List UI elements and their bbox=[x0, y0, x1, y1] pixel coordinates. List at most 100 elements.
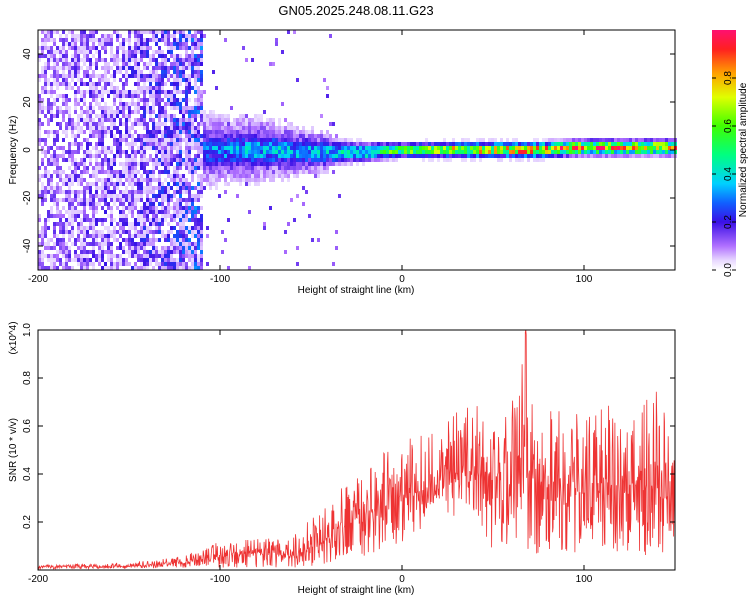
spectrogram-cell bbox=[272, 146, 275, 150]
spectrogram-cell bbox=[299, 142, 302, 146]
spectrogram-cell bbox=[77, 62, 80, 66]
spectrogram-cell bbox=[98, 94, 101, 98]
spectrogram-cell bbox=[128, 206, 131, 210]
spectrogram-cell bbox=[41, 238, 44, 242]
spectrogram-cell bbox=[380, 146, 383, 150]
spectrogram-cell bbox=[125, 50, 128, 54]
spectrogram-cell bbox=[110, 254, 113, 258]
spectrogram-cell bbox=[113, 122, 116, 126]
spectrogram-cell bbox=[137, 250, 140, 254]
spectrogram-cell bbox=[377, 158, 380, 162]
spectrogram-cell bbox=[386, 142, 389, 146]
spectrogram-cell bbox=[68, 106, 71, 110]
spectrogram-cell bbox=[95, 174, 98, 178]
spectrogram-cell bbox=[38, 54, 41, 58]
spectrogram-cell bbox=[152, 66, 155, 70]
spectrogram-cell bbox=[191, 42, 194, 46]
spectrogram-cell bbox=[254, 142, 257, 146]
spectrogram-cell bbox=[116, 62, 119, 66]
spectrogram-cell bbox=[152, 30, 155, 34]
spectrogram-cell bbox=[611, 150, 614, 154]
spectrogram-cell bbox=[143, 226, 146, 230]
spectrogram-cell bbox=[83, 90, 86, 94]
spectrogram-cell bbox=[98, 202, 101, 206]
spectrogram-cell bbox=[131, 30, 134, 34]
spectrogram-cell bbox=[101, 90, 104, 94]
y-tick-label: 1.0 bbox=[22, 323, 33, 337]
spectrogram-cell bbox=[179, 58, 182, 62]
spectrogram-cell bbox=[158, 202, 161, 206]
spectrogram-cell bbox=[95, 222, 98, 226]
spectrogram-cell bbox=[59, 66, 62, 70]
spectrogram-cell bbox=[53, 82, 56, 86]
spectrogram-cell bbox=[143, 134, 146, 138]
spectrogram-cell bbox=[155, 254, 158, 258]
spectrogram-cell bbox=[272, 134, 275, 138]
spectrogram-cell bbox=[134, 94, 137, 98]
spectrogram-cell bbox=[98, 130, 101, 134]
snr-panel: -200 -100 0 100 0.20.40.60.81.0 Height of s… bbox=[8, 321, 676, 596]
spectrogram-cell bbox=[59, 154, 62, 158]
spectrogram-cell bbox=[215, 118, 218, 122]
spectrogram-cell bbox=[155, 142, 158, 146]
spectrogram-cell bbox=[203, 158, 206, 162]
spectrogram-cell bbox=[290, 158, 293, 162]
spectrogram-cell bbox=[107, 106, 110, 110]
spectrogram-cell bbox=[143, 146, 146, 150]
spectrogram-cell bbox=[134, 150, 137, 154]
spectrogram-cell bbox=[83, 130, 86, 134]
spectrogram-cell bbox=[92, 70, 95, 74]
spectrogram-cell bbox=[59, 126, 62, 130]
spectrogram-cell bbox=[434, 142, 437, 146]
spectrogram-cell bbox=[194, 194, 197, 198]
spectrogram-cell bbox=[584, 142, 587, 146]
spectrogram-cell bbox=[101, 242, 104, 246]
spectrogram-cell bbox=[125, 74, 128, 78]
spectrogram-cell bbox=[56, 238, 59, 242]
spectrogram-cell bbox=[254, 178, 257, 182]
spectrogram-cell bbox=[62, 230, 65, 234]
spectrogram-cell bbox=[269, 178, 272, 182]
spectrogram-cell bbox=[293, 154, 296, 158]
spectrogram-cell bbox=[149, 94, 152, 98]
spectrogram-cell bbox=[497, 150, 500, 154]
spectrogram-cell bbox=[332, 122, 335, 126]
spectrogram-cell bbox=[173, 206, 176, 210]
spectrogram-cell bbox=[536, 150, 539, 154]
spectrogram-cell bbox=[56, 130, 59, 134]
spectrogram-cell bbox=[128, 130, 131, 134]
spectrogram-cell bbox=[53, 262, 56, 266]
spectrogram-cell bbox=[182, 254, 185, 258]
spectrogram-cell bbox=[209, 138, 212, 142]
spectrogram-cell bbox=[80, 170, 83, 174]
spectrogram-cell bbox=[500, 158, 503, 162]
spectrogram-cell bbox=[173, 54, 176, 58]
spectrogram-cell bbox=[341, 142, 344, 146]
spectrogram-cell bbox=[275, 170, 278, 174]
spectrogram-cell bbox=[464, 154, 467, 158]
spectrogram-cell bbox=[185, 146, 188, 150]
spectrogram-cell bbox=[194, 98, 197, 102]
spectrogram-cell bbox=[128, 46, 131, 50]
spectrogram-cell bbox=[59, 54, 62, 58]
spectrogram-cell bbox=[146, 170, 149, 174]
spectrogram-cell bbox=[113, 162, 116, 166]
spectrogram-cell bbox=[128, 202, 131, 206]
spectrogram-cell bbox=[74, 46, 77, 50]
spectrogram-cell bbox=[188, 202, 191, 206]
spectrogram-cell bbox=[131, 66, 134, 70]
spectrogram-cell bbox=[335, 162, 338, 166]
spectrogram-cell bbox=[146, 134, 149, 138]
spectrogram-cell bbox=[164, 42, 167, 46]
spectrogram-cell bbox=[149, 190, 152, 194]
spectrogram-cell bbox=[647, 150, 650, 154]
spectrogram-cell bbox=[125, 218, 128, 222]
spectrogram-cell bbox=[158, 254, 161, 258]
spectrogram-cell bbox=[62, 206, 65, 210]
spectrogram-cell bbox=[71, 234, 74, 238]
spectrogram-cell bbox=[404, 142, 407, 146]
spectrogram-cell bbox=[242, 170, 245, 174]
spectrogram-cell bbox=[119, 150, 122, 154]
spectrogram-cell bbox=[167, 262, 170, 266]
spectrogram-cell bbox=[44, 30, 47, 34]
